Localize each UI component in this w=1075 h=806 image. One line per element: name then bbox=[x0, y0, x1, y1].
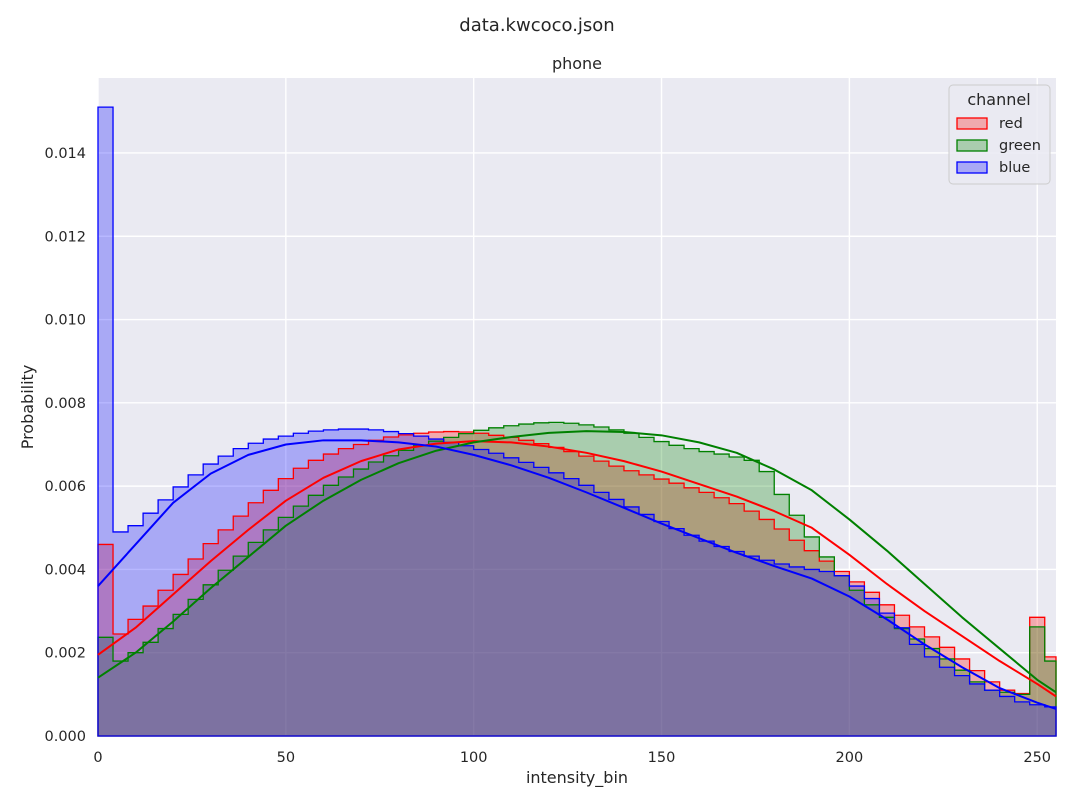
kde-blue bbox=[97, 439, 1057, 710]
legend-title: channel bbox=[967, 90, 1030, 109]
figure-title: data.kwcoco.json bbox=[459, 15, 614, 36]
y-axis-label: Probability bbox=[18, 365, 37, 450]
hist-fill-green bbox=[98, 422, 1056, 736]
x-tick-label: 150 bbox=[648, 750, 676, 766]
x-tick-label: 250 bbox=[1023, 750, 1051, 766]
histogram-steps bbox=[97, 106, 1057, 737]
legend-swatch-blue bbox=[956, 161, 988, 174]
x-tick-label: 100 bbox=[460, 750, 488, 766]
x-tick-label: 200 bbox=[836, 750, 864, 766]
legend-label-blue: blue bbox=[999, 160, 1030, 176]
x-tick-labels: 0 50 100 150 200 250 bbox=[93, 750, 1051, 766]
y-tick-label: 0.006 bbox=[44, 479, 86, 495]
hist-step-blue bbox=[97, 106, 1057, 737]
histogram-fills bbox=[98, 107, 1056, 736]
kde-lines bbox=[97, 430, 1057, 710]
y-tick-label: 0.014 bbox=[44, 146, 86, 162]
y-tick-label: 0.008 bbox=[44, 396, 86, 412]
legend-label-green: green bbox=[999, 138, 1041, 154]
hist-fill-red bbox=[98, 431, 1056, 736]
kde-red bbox=[97, 440, 1057, 698]
y-tick-label: 0.004 bbox=[44, 562, 86, 578]
x-axis-label: intensity_bin bbox=[526, 768, 628, 788]
y-tick-label: 0.010 bbox=[44, 313, 86, 329]
legend-label-red: red bbox=[999, 116, 1023, 132]
legend: channel red green blue bbox=[948, 84, 1051, 185]
hist-fill-blue bbox=[98, 107, 1056, 736]
legend-items: red green blue bbox=[956, 116, 1041, 176]
kde-green bbox=[97, 430, 1057, 694]
y-tick-label: 0.002 bbox=[44, 646, 86, 662]
x-tick-label: 50 bbox=[277, 750, 295, 766]
y-tick-labels: 0.000 0.002 0.004 0.006 0.008 0.010 0.012 0.014 bbox=[44, 146, 86, 745]
legend-swatch-red bbox=[956, 117, 988, 130]
hist-step-red bbox=[97, 430, 1057, 737]
x-tick-label: 0 bbox=[93, 750, 102, 766]
legend-box bbox=[948, 84, 1051, 185]
y-tick-label: 0.000 bbox=[44, 729, 86, 745]
y-tick-label: 0.012 bbox=[44, 229, 86, 245]
legend-swatch-green bbox=[956, 139, 988, 152]
gridlines bbox=[97, 78, 1056, 737]
chart-title: phone bbox=[552, 54, 602, 73]
